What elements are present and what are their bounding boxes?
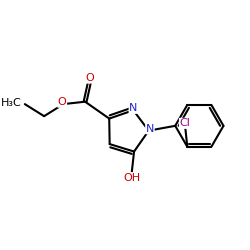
Text: O: O — [58, 97, 66, 107]
Text: O: O — [86, 73, 94, 83]
Text: N: N — [146, 124, 154, 134]
Text: H₃C: H₃C — [0, 98, 21, 108]
Text: Cl: Cl — [180, 118, 190, 128]
Text: N: N — [129, 103, 138, 113]
Text: OH: OH — [123, 172, 140, 182]
